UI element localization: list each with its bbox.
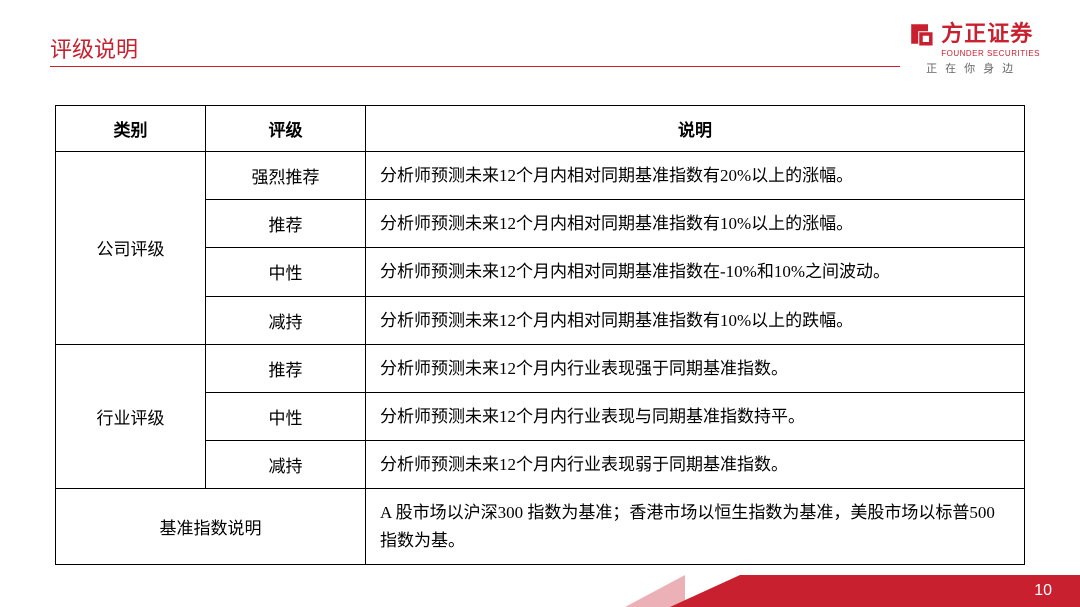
rating-cell: 减持 [206,296,366,344]
table-row: 行业评级 推荐 分析师预测未来12个月内行业表现强于同期基准指数。 [56,344,1025,392]
footer-bar: 10 [740,575,1080,607]
table-row: 基准指数说明 A 股市场以沪深300 指数为基准；香港市场以恒生指数为基准，美股… [56,489,1025,564]
brand-logo: 方正证券 FOUNDER SECURITIES 正在你身边 [907,20,1040,75]
footer-accent-1 [670,575,740,607]
logo-text-en: FOUNDER SECURITIES [941,50,1040,58]
logo-row: 方正证券 [907,20,1040,48]
table-row: 公司评级 强烈推荐 分析师预测未来12个月内相对同期基准指数有20%以上的涨幅。 [56,152,1025,200]
desc-cell: 分析师预测未来12个月内行业表现强于同期基准指数。 [366,344,1025,392]
desc-cell: 分析师预测未来12个月内行业表现与同期基准指数持平。 [366,392,1025,440]
header-description: 说明 [366,106,1025,152]
desc-cell: 分析师预测未来12个月内相对同期基准指数有10%以上的跌幅。 [366,296,1025,344]
desc-cell: 分析师预测未来12个月内相对同期基准指数有10%以上的涨幅。 [366,200,1025,248]
header-rating: 评级 [206,106,366,152]
logo-text-cn: 方正证券 [941,23,1033,45]
category-company: 公司评级 [56,152,206,345]
rating-table-container: 类别 评级 说明 公司评级 强烈推荐 分析师预测未来12个月内相对同期基准指数有… [0,75,1080,565]
benchmark-desc: A 股市场以沪深300 指数为基准；香港市场以恒生指数为基准，美股市场以标普50… [366,489,1025,564]
desc-cell: 分析师预测未来12个月内相对同期基准指数在-10%和10%之间波动。 [366,248,1025,296]
category-industry: 行业评级 [56,344,206,489]
table-header-row: 类别 评级 说明 [56,106,1025,152]
rating-cell: 减持 [206,441,366,489]
rating-table: 类别 评级 说明 公司评级 强烈推荐 分析师预测未来12个月内相对同期基准指数有… [55,105,1025,565]
founder-logo-icon [907,20,935,48]
rating-cell: 推荐 [206,200,366,248]
rating-cell: 中性 [206,248,366,296]
desc-cell: 分析师预测未来12个月内相对同期基准指数有20%以上的涨幅。 [366,152,1025,200]
page-number: 10 [1034,582,1052,600]
title-underline [50,66,900,67]
desc-cell: 分析师预测未来12个月内行业表现弱于同期基准指数。 [366,441,1025,489]
header: 评级说明 方正证券 FOUNDER SECURITIES 正在你身边 [0,0,1080,75]
rating-cell: 强烈推荐 [206,152,366,200]
header-category: 类别 [56,106,206,152]
logo-tagline: 正在你身边 [907,64,1040,75]
benchmark-label: 基准指数说明 [56,489,366,564]
rating-cell: 推荐 [206,344,366,392]
rating-cell: 中性 [206,392,366,440]
page-title: 评级说明 [50,20,138,64]
